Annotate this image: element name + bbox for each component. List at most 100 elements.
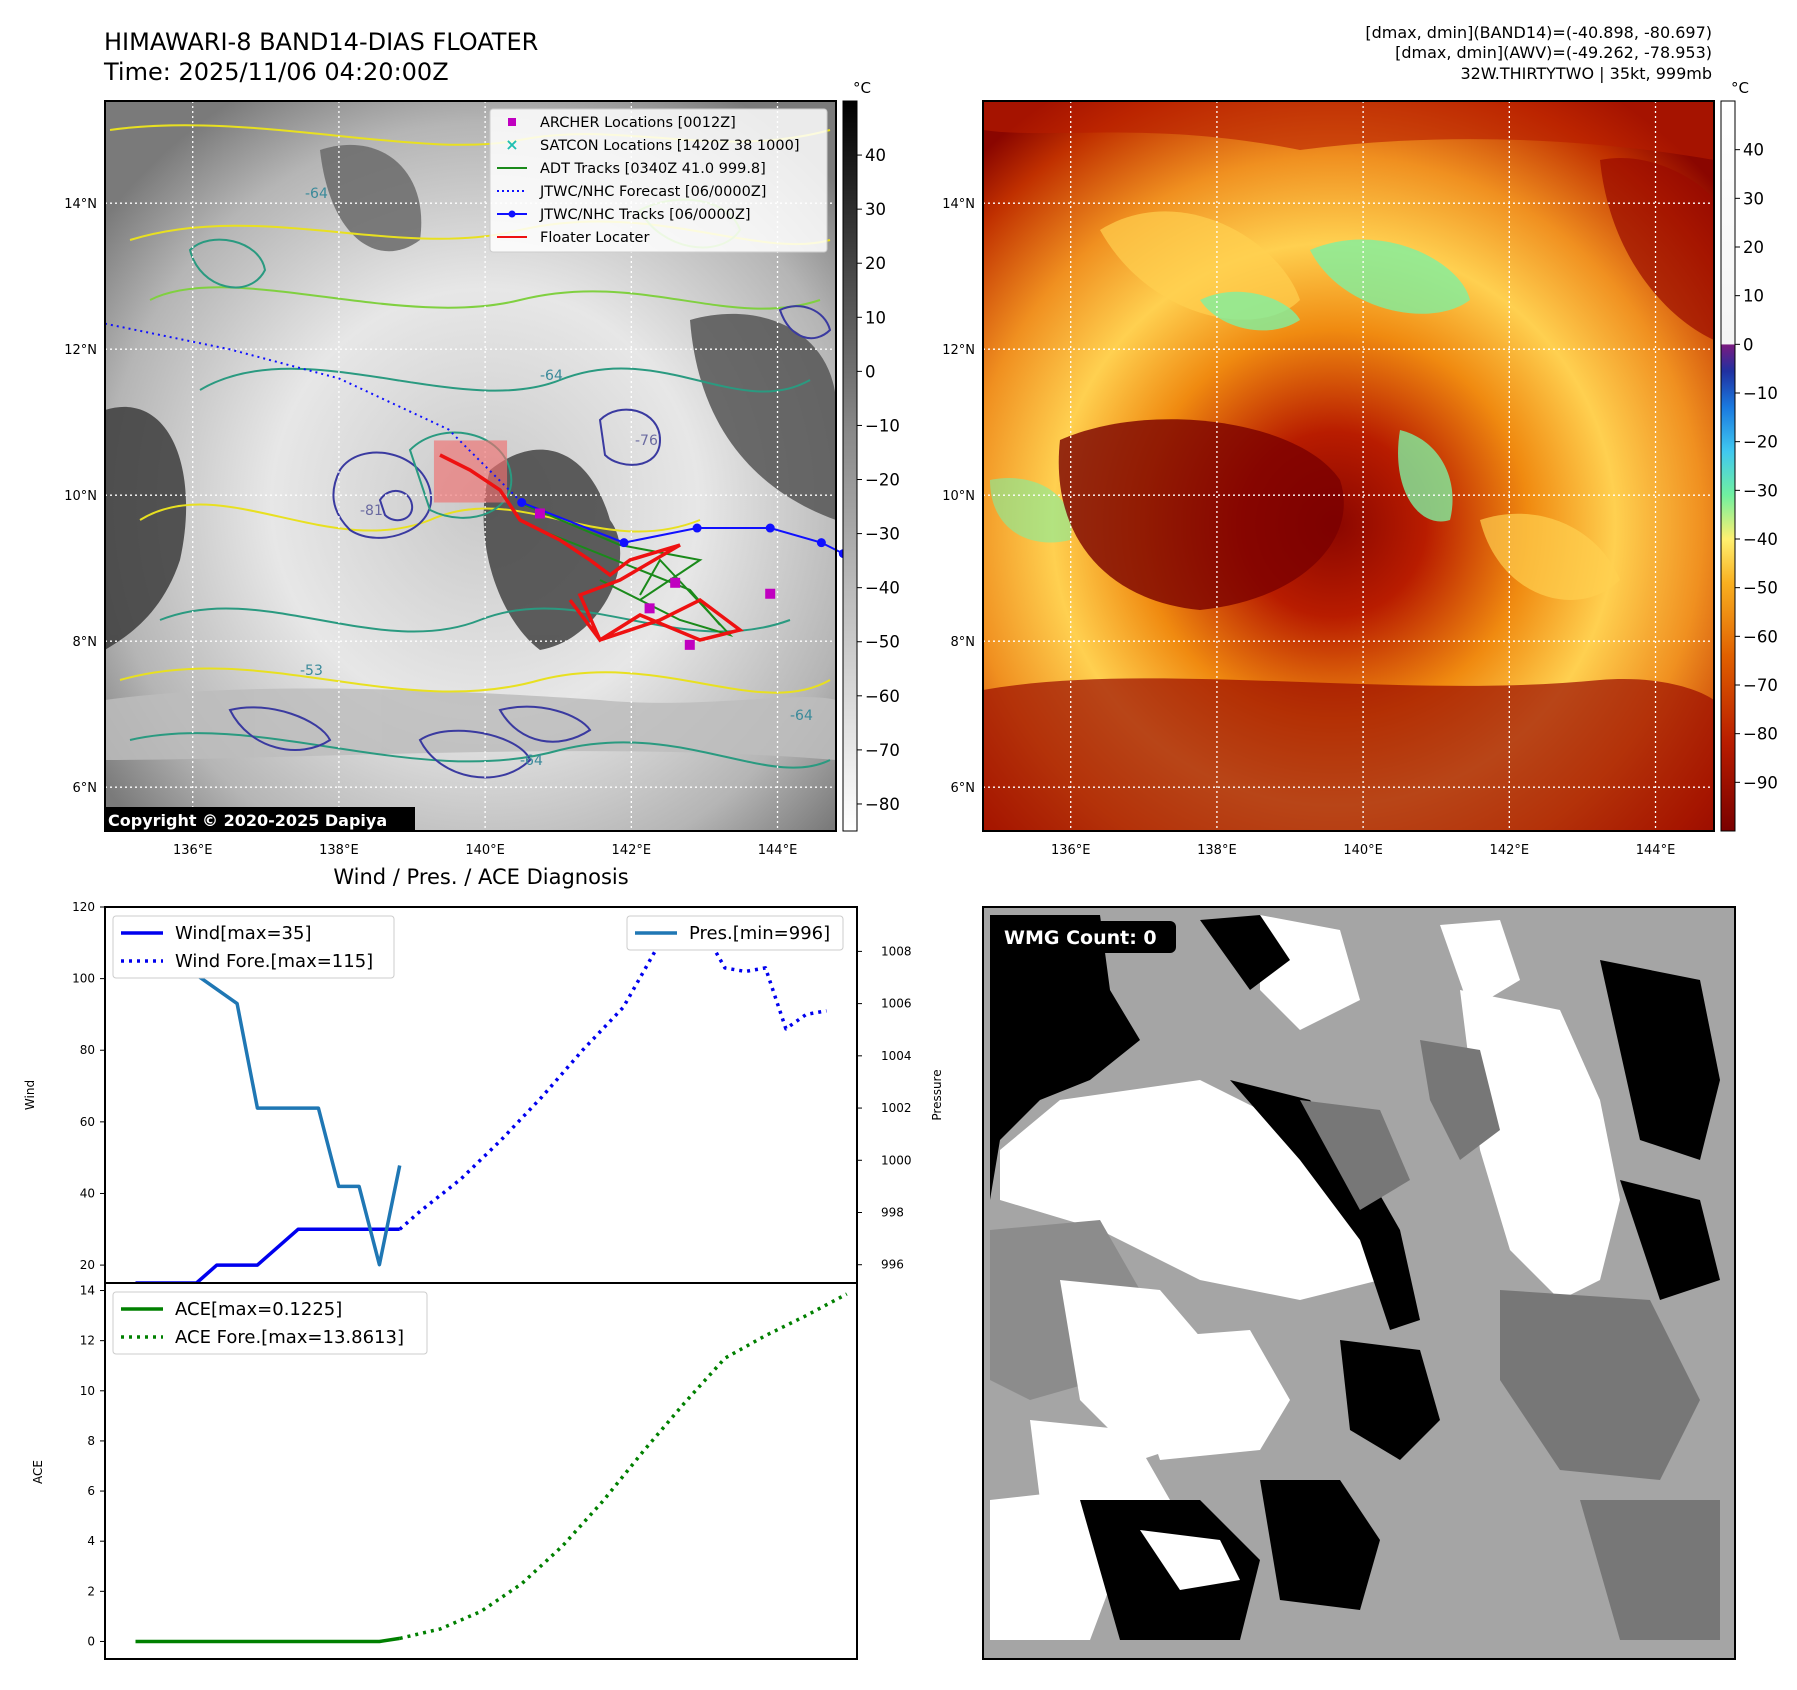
contour-label: -64: [520, 753, 543, 769]
pressure-axis-label: Pressure: [930, 1069, 944, 1120]
ace-tick-label: 12: [80, 1334, 95, 1348]
ace-legend: ACE[max=0.1225] ACE Fore.[max=13.8613]: [112, 1291, 428, 1355]
lon-tick-label: 140°E: [465, 843, 505, 858]
colorbar-tick-label: −20: [865, 471, 900, 490]
right-colorbar-ticks: 40 30 20 10 0 −10 −20 −30 −40 −50 −60 −70 −80 −90: [1735, 141, 1778, 792]
lat-tick-label: 8°N: [73, 635, 98, 650]
colorbar-tick-label: −30: [865, 525, 900, 544]
series-line-wind-fore-: [398, 926, 827, 1231]
colorbar-tick-label: −50: [1743, 579, 1778, 598]
colorbar-tick-label: −80: [1743, 725, 1778, 744]
contour-label: -64: [790, 708, 813, 724]
ace-legend-box: [112, 1291, 428, 1355]
legend-label: SATCON Locations [1420Z 38 1000]: [540, 138, 799, 154]
pressure-tick-label: 1008: [881, 944, 912, 958]
colorbar-tick-label: −90: [1743, 773, 1778, 792]
right-colorbar-unit: °C: [1731, 79, 1749, 97]
copyright-text: Copyright © 2020-2025 Dapiya: [108, 811, 387, 830]
wind-legend-box: [112, 915, 395, 979]
legend-marker-dot: [508, 210, 516, 218]
wmg-frame: [982, 906, 1736, 1660]
wmg-panel: WMG Count: 0: [982, 906, 1736, 1660]
contour-label: -81: [360, 503, 383, 519]
colorbar-tick-label: −10: [865, 416, 900, 435]
legend-label: JTWC/NHC Tracks [06/0000Z]: [539, 207, 751, 223]
left-map-frame: [104, 100, 837, 832]
pressure-legend-box: [626, 915, 844, 951]
map-axis-ticks: 136°E 138°E 140°E 142°E 144°E 14°N 12°N 10°N 8°N…: [64, 197, 1675, 858]
lon-tick-label: 136°E: [1051, 843, 1091, 858]
lat-tick-label: 8°N: [951, 635, 976, 650]
wmg-count-label: WMG Count: 0: [1004, 927, 1157, 949]
wind-tick-label: 100: [72, 972, 95, 986]
wind-tick-label: 120: [72, 900, 95, 914]
wind-tick-label: 20: [80, 1258, 95, 1272]
adt-tracks: [524, 504, 734, 638]
wind-tick-label: 40: [80, 1186, 95, 1200]
lat-tick-label: 12°N: [942, 343, 975, 358]
jtwc-forecast-line: [104, 322, 523, 504]
jtwc-track-point: [692, 523, 702, 533]
ace-tick-label: 0: [87, 1634, 95, 1648]
series-line-ace: [135, 1636, 400, 1644]
pressure-tick-label: 1000: [881, 1153, 912, 1167]
wind-pressure-panel: Wind Pressure 20 40 60 80 100 120 996 998 1000 1…: [23, 900, 944, 1285]
colorbar-tick-label: −30: [1743, 481, 1778, 500]
left-colorbar-ticks: 40 30 20 10 0 −10 −20 −30 −40 −50 −60 −70 −80: [857, 146, 900, 814]
jtwc-track: [104, 322, 848, 559]
lat-tick-label: 6°N: [951, 781, 976, 796]
lat-tick-label: 14°N: [64, 197, 97, 212]
archer-point: [765, 588, 776, 599]
pressure-tick-label: 998: [881, 1206, 904, 1220]
archer-locations: [534, 508, 776, 650]
floater-locater-track: [439, 453, 744, 643]
left-map-cloud-shading: [105, 144, 836, 760]
ace-tick-label: 10: [80, 1384, 95, 1398]
right-colorbar: °C 40 30 20 10 0 −10 −20 −30 −40 −50 −60 −70 −80 −90: [1720, 79, 1778, 832]
band14-range-text: [dmax, dmin](BAND14)=(-40.898, -80.697): [1365, 23, 1712, 42]
right-map-gridlines: [983, 101, 1714, 831]
legend-entries: ARCHER Locations [0012Z] × SATCON Location…: [497, 115, 799, 246]
legend-wind-fore-label: Wind Fore.[max=115]: [175, 951, 373, 972]
colorbar-tick-label: −40: [865, 579, 900, 598]
jtwc-track-point: [765, 523, 775, 533]
ace-tick-label: 6: [87, 1484, 95, 1498]
lon-tick-label: 138°E: [319, 843, 359, 858]
storm-info-text: 32W.THIRTYTWO | 35kt, 999mb: [1460, 64, 1712, 83]
colorbar-tick-label: 0: [1743, 335, 1754, 354]
lon-tick-label: 144°E: [1636, 843, 1676, 858]
lat-tick-label: 6°N: [73, 781, 98, 796]
colorbar-tick-label: 20: [865, 254, 886, 273]
colorbar-tick-label: −60: [1743, 627, 1778, 646]
lon-tick-label: 140°E: [1343, 843, 1383, 858]
right-colorbar-bar: [1720, 100, 1736, 832]
wind-tick-label: 80: [80, 1043, 95, 1057]
archer-point: [684, 639, 695, 650]
right-map-cloud-shading: [983, 101, 1714, 831]
copyright-box: [104, 807, 415, 831]
ace-series: [135, 1292, 848, 1644]
legend-pres-label: Pres.[min=996]: [689, 923, 830, 944]
right-ir-map: [982, 100, 1715, 832]
pressure-tick-label: 996: [881, 1258, 904, 1272]
jtwc-track-point: [517, 498, 527, 507]
archer-point: [534, 508, 545, 519]
contour-label: -64: [540, 368, 563, 384]
figure-title: HIMAWARI-8 BAND14-DIAS FLOATER: [104, 28, 538, 56]
contour-label: -53: [300, 663, 323, 679]
left-map-contour-labels: -64 -76 -81 -64 -64 -53 -64: [300, 186, 813, 769]
colorbar-tick-label: −70: [865, 741, 900, 760]
wind-axis-label: Wind: [23, 1080, 37, 1110]
pressure-legend: Pres.[min=996]: [626, 915, 844, 951]
ace-tick-label: 8: [87, 1434, 95, 1448]
colorbar-tick-label: −80: [865, 795, 900, 814]
legend-label: JTWC/NHC Forecast [06/0000Z]: [539, 184, 766, 200]
archer-point: [670, 577, 681, 588]
colorbar-tick-label: 40: [865, 146, 886, 165]
colorbar-tick-label: −10: [1743, 384, 1778, 403]
jtwc-track-point: [619, 538, 629, 548]
lat-tick-label: 10°N: [942, 489, 975, 504]
colorbar-tick-label: 0: [865, 362, 876, 381]
legend-marker-square: [508, 118, 516, 126]
left-colorbar-unit: °C: [853, 79, 871, 97]
